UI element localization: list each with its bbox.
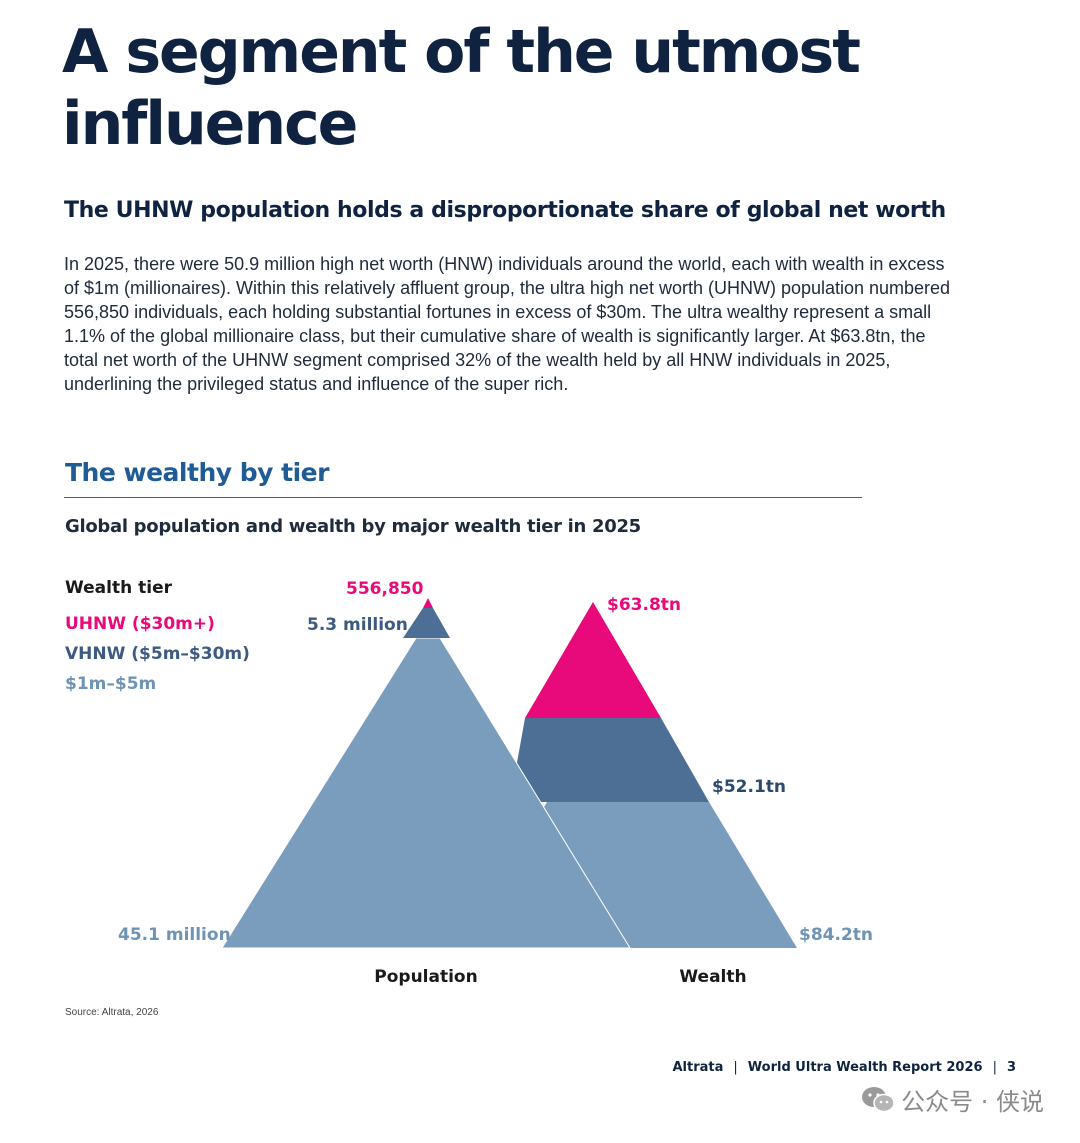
section-title: The wealthy by tier [65, 458, 329, 487]
chart-title: Global population and wealth by major we… [65, 516, 641, 537]
population-vhnw-band [403, 608, 450, 638]
chart-legend: Wealth tier UHNW ($30m+) VHNW ($5m–$30m)… [65, 576, 250, 702]
population-base-label: 45.1 million [118, 925, 231, 945]
footer-page-number: 3 [1006, 1060, 1016, 1075]
legend-item-vhnw: VHNW ($5m–$30m) [65, 644, 250, 664]
page-footer: Altrata | World Ultra Wealth Report 2026 | 3 [673, 1060, 1017, 1075]
wechat-icon [862, 1087, 895, 1113]
wealth-base-label: $84.2tn [799, 925, 873, 945]
population-uhnw-label: 556,850 [346, 579, 424, 599]
page-subheading: The UHNW population holds a disproportio… [64, 198, 946, 223]
wealth-uhnw-label: $63.8tn [607, 595, 681, 615]
wealth-uhnw-band [525, 602, 661, 718]
watermark-text: 公众号 · 侠说 [901, 1088, 1044, 1116]
legend-item-uhnw: UHNW ($30m+) [65, 614, 215, 634]
population-vhnw-label: 5.3 million [307, 615, 408, 635]
footer-separator: | [733, 1060, 738, 1075]
chart-source: Source: Altrata, 2026 [65, 1007, 159, 1018]
footer-separator: | [992, 1060, 997, 1075]
population-uhnw-band [423, 598, 433, 608]
wealth-vhnw-label: $52.1tn [712, 777, 786, 797]
footer-brand: Altrata [672, 1060, 724, 1075]
footer-report-title: World Ultra Wealth Report 2026 [747, 1060, 983, 1075]
legend-item-base: $1m–$5m [65, 674, 157, 694]
tier-pyramid-chart: 556,850 5.3 million 45.1 million $63.8tn… [118, 579, 873, 987]
category-label-wealth: Wealth [679, 967, 746, 987]
category-label-population: Population [374, 967, 477, 987]
page-headline: A segment of the utmost influence [62, 17, 861, 159]
intro-paragraph: In 2025, there were 50.9 million high ne… [64, 254, 951, 394]
section-divider [64, 497, 862, 498]
wealth-vhnw-band [510, 718, 709, 802]
watermark: 公众号 · 侠说 [861, 1082, 1044, 1117]
legend-title: Wealth tier [65, 578, 172, 598]
